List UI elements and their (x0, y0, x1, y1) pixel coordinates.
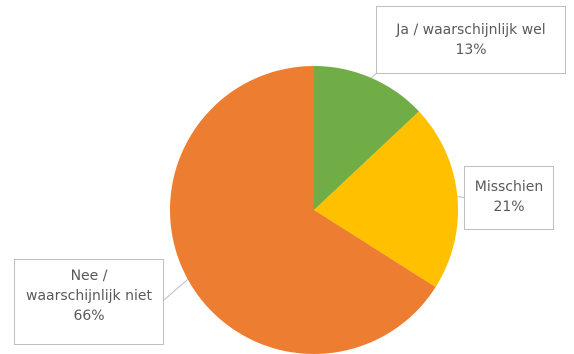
data-label-nee-waarschijnlijk-niet: Nee / waarschijnlijk niet 66% (14, 259, 164, 345)
pie-slice-2 (170, 65, 436, 354)
data-label-misschien: Misschien 21% (464, 166, 554, 230)
data-label-category: Ja / waarschijnlijk wel (396, 22, 546, 38)
data-label-category: waarschijnlijk niet (26, 288, 152, 304)
leader-line-2 (163, 278, 189, 301)
data-label-percentage: 21% (493, 199, 525, 215)
data-label-category: Misschien (474, 179, 544, 195)
pie-slice-1 (314, 111, 459, 288)
data-label-ja-waarschijnlijk-wel: Ja / waarschijnlijk wel 13% (376, 6, 566, 74)
pie-slice-0 (314, 66, 419, 210)
data-label-percentage: 13% (455, 42, 487, 58)
data-label-percentage: 66% (73, 308, 105, 324)
data-label-category: Nee / (70, 268, 108, 284)
